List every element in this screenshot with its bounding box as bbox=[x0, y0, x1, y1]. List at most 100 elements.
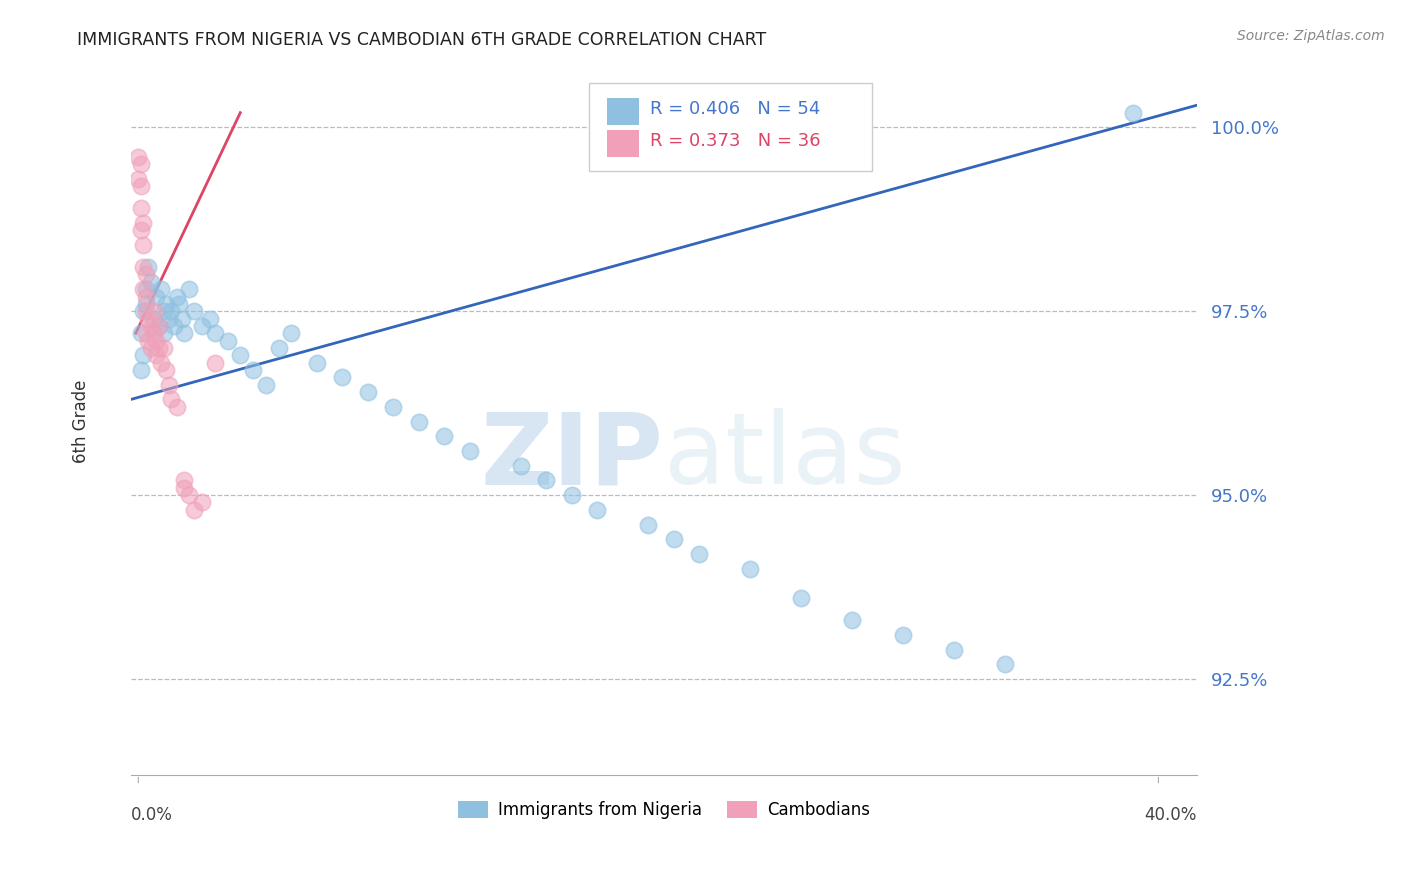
Point bbox=[160, 304, 183, 318]
Point bbox=[173, 326, 195, 341]
Point bbox=[160, 392, 183, 407]
Point bbox=[135, 297, 157, 311]
Text: atlas: atlas bbox=[664, 409, 905, 506]
Point bbox=[267, 341, 290, 355]
Point bbox=[204, 356, 226, 370]
FancyBboxPatch shape bbox=[589, 83, 872, 171]
Point bbox=[1122, 105, 1144, 120]
Point bbox=[129, 157, 152, 171]
Point bbox=[132, 238, 155, 252]
Point bbox=[129, 179, 152, 194]
Point bbox=[170, 311, 193, 326]
Point bbox=[408, 415, 430, 429]
Point bbox=[135, 326, 157, 341]
Point bbox=[179, 282, 201, 296]
Point bbox=[132, 282, 155, 296]
Point bbox=[173, 474, 195, 488]
Point bbox=[183, 503, 205, 517]
Point bbox=[994, 657, 1017, 672]
Point bbox=[138, 334, 160, 348]
Point bbox=[142, 326, 165, 341]
Point bbox=[135, 282, 157, 296]
Point bbox=[132, 348, 155, 362]
Point bbox=[153, 304, 176, 318]
Point bbox=[183, 304, 205, 318]
Point bbox=[509, 458, 531, 473]
Point bbox=[433, 429, 456, 443]
Point bbox=[148, 318, 170, 333]
Point bbox=[790, 591, 813, 605]
Point bbox=[305, 356, 328, 370]
Point bbox=[254, 377, 277, 392]
Point bbox=[145, 334, 167, 348]
Point bbox=[132, 216, 155, 230]
Text: ZIP: ZIP bbox=[481, 409, 664, 506]
FancyBboxPatch shape bbox=[607, 130, 640, 157]
Point bbox=[330, 370, 353, 384]
Point bbox=[893, 628, 915, 642]
Point bbox=[153, 341, 176, 355]
Point bbox=[139, 275, 162, 289]
Point bbox=[166, 400, 188, 414]
Point bbox=[139, 341, 162, 355]
Legend: Immigrants from Nigeria, Cambodians: Immigrants from Nigeria, Cambodians bbox=[457, 801, 870, 819]
Point bbox=[129, 223, 152, 237]
Point bbox=[191, 495, 214, 509]
Point bbox=[943, 642, 966, 657]
FancyBboxPatch shape bbox=[607, 98, 640, 125]
Point bbox=[637, 517, 659, 532]
Point bbox=[740, 561, 762, 575]
Point bbox=[157, 311, 180, 326]
Point bbox=[145, 289, 167, 303]
Point bbox=[129, 363, 152, 377]
Point bbox=[357, 385, 380, 400]
Point bbox=[841, 613, 863, 627]
Point bbox=[157, 377, 180, 392]
Text: IMMIGRANTS FROM NIGERIA VS CAMBODIAN 6TH GRADE CORRELATION CHART: IMMIGRANTS FROM NIGERIA VS CAMBODIAN 6TH… bbox=[77, 31, 766, 49]
Point bbox=[163, 318, 186, 333]
Text: 40.0%: 40.0% bbox=[1144, 806, 1197, 824]
Point bbox=[204, 326, 226, 341]
Point bbox=[242, 363, 264, 377]
Point bbox=[280, 326, 302, 341]
Point bbox=[153, 326, 176, 341]
Text: Source: ZipAtlas.com: Source: ZipAtlas.com bbox=[1237, 29, 1385, 43]
Point bbox=[139, 318, 162, 333]
Point bbox=[217, 334, 239, 348]
Point bbox=[179, 488, 201, 502]
Point bbox=[191, 318, 214, 333]
Point bbox=[662, 533, 685, 547]
Point bbox=[688, 547, 710, 561]
Point bbox=[229, 348, 252, 362]
Point bbox=[142, 304, 165, 318]
Text: 6th Grade: 6th Grade bbox=[72, 380, 90, 463]
Point bbox=[129, 326, 152, 341]
Point bbox=[150, 282, 173, 296]
Point bbox=[536, 474, 558, 488]
Point bbox=[155, 363, 177, 377]
Point bbox=[142, 311, 165, 326]
Point bbox=[135, 268, 157, 282]
Point bbox=[135, 289, 157, 303]
Point bbox=[148, 318, 170, 333]
Point bbox=[132, 304, 155, 318]
Point bbox=[561, 488, 583, 502]
Point bbox=[148, 341, 170, 355]
Point bbox=[132, 260, 155, 274]
Point bbox=[127, 150, 149, 164]
Point bbox=[155, 297, 177, 311]
Point bbox=[138, 260, 160, 274]
Text: 0.0%: 0.0% bbox=[131, 806, 173, 824]
Point bbox=[586, 503, 609, 517]
Point bbox=[167, 297, 190, 311]
Point bbox=[127, 171, 149, 186]
Text: R = 0.406   N = 54: R = 0.406 N = 54 bbox=[650, 101, 820, 119]
Text: R = 0.373   N = 36: R = 0.373 N = 36 bbox=[650, 132, 821, 150]
Point bbox=[150, 356, 173, 370]
Point bbox=[173, 481, 195, 495]
Point bbox=[135, 304, 157, 318]
Point bbox=[145, 348, 167, 362]
Point bbox=[166, 289, 188, 303]
Point bbox=[458, 444, 481, 458]
Point bbox=[198, 311, 221, 326]
